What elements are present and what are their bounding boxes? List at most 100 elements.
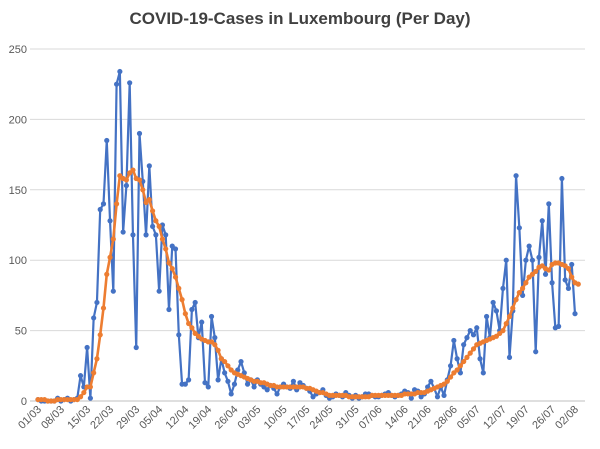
data-point — [169, 266, 175, 272]
data-point — [556, 323, 562, 329]
data-point — [202, 380, 208, 386]
data-point — [176, 332, 182, 338]
data-point — [97, 206, 103, 213]
data-point — [506, 313, 513, 320]
data-point — [533, 268, 539, 275]
data-point — [569, 274, 575, 280]
data-point — [110, 236, 116, 242]
data-point — [454, 356, 460, 362]
data-point — [467, 350, 473, 356]
data-point — [156, 288, 162, 294]
data-point — [189, 306, 195, 313]
data-point — [225, 378, 231, 384]
data-point — [176, 285, 182, 291]
data-point — [192, 299, 198, 306]
data-point — [503, 320, 509, 327]
data-point — [480, 370, 486, 376]
data-point — [150, 208, 156, 214]
data-point — [130, 232, 136, 238]
data-point — [123, 177, 130, 183]
data-point — [113, 81, 120, 87]
data-point — [120, 229, 126, 235]
data-point — [546, 267, 552, 273]
data-point — [539, 218, 545, 224]
data-point — [529, 257, 536, 263]
data-point — [87, 395, 93, 401]
data-point — [163, 246, 169, 252]
data-point — [172, 246, 179, 252]
data-point — [523, 280, 529, 286]
data-point — [565, 285, 572, 291]
data-point — [434, 394, 441, 400]
data-point — [238, 358, 244, 365]
data-point — [104, 137, 110, 144]
data-point — [199, 319, 205, 325]
x-tick-label: 26/07 — [530, 404, 558, 432]
data-point — [526, 243, 532, 249]
y-tick-label: 100 — [9, 255, 27, 267]
data-point — [205, 384, 211, 390]
y-tick-label: 200 — [9, 114, 27, 126]
x-tick-label: 19/07 — [504, 404, 532, 432]
data-point — [104, 271, 110, 277]
data-point — [506, 354, 513, 360]
data-point — [477, 356, 483, 362]
x-tick-label: 12/07 — [481, 404, 509, 432]
data-point — [470, 346, 477, 352]
data-point — [222, 370, 228, 376]
data-point — [572, 311, 578, 317]
data-point — [182, 311, 188, 317]
data-point — [251, 384, 257, 390]
x-tick-label: 10/05 — [262, 404, 290, 432]
chart-title: COVID-19-Cases in Luxembourg (Per Day) — [129, 9, 471, 28]
data-point — [428, 378, 434, 384]
data-point — [156, 223, 162, 230]
data-point — [490, 299, 496, 306]
data-point — [231, 381, 238, 387]
data-point — [447, 363, 454, 369]
data-point — [483, 313, 490, 320]
data-point — [94, 299, 100, 306]
data-point — [153, 218, 159, 224]
data-point — [94, 356, 100, 362]
data-point — [454, 367, 460, 373]
data-point — [513, 297, 519, 303]
data-point — [493, 308, 500, 314]
x-tick-label: 08/03 — [39, 404, 67, 432]
data-point — [91, 370, 97, 376]
data-point — [212, 342, 218, 348]
x-tick-label: 21/06 — [406, 404, 434, 432]
x-tick-label: 03/05 — [236, 404, 264, 432]
data-point — [172, 274, 179, 280]
data-point — [264, 387, 270, 393]
x-tick-label: 29/03 — [114, 404, 142, 432]
data-point — [523, 257, 529, 263]
data-point — [212, 335, 218, 341]
data-point — [244, 381, 251, 387]
x-tick-label: 31/05 — [334, 404, 362, 432]
y-tick-label: 250 — [9, 44, 27, 56]
data-point — [500, 285, 506, 291]
data-point — [153, 232, 159, 238]
data-point — [461, 342, 467, 348]
x-tick-label: 02/08 — [553, 404, 581, 432]
data-point — [447, 374, 454, 380]
data-point — [100, 305, 107, 311]
x-tick-label: 26/04 — [213, 404, 241, 432]
x-tick-label: 05/04 — [137, 404, 165, 432]
data-point — [546, 201, 552, 207]
data-point — [274, 391, 280, 397]
data-point — [163, 232, 169, 238]
x-tick-label: 28/06 — [432, 404, 460, 432]
data-point — [159, 236, 166, 242]
data-point — [143, 232, 149, 238]
data-point — [562, 277, 568, 283]
data-point — [290, 378, 297, 384]
data-point — [510, 305, 516, 311]
data-point — [133, 344, 139, 351]
data-point — [470, 332, 477, 338]
data-point — [179, 297, 185, 303]
data-point — [113, 201, 120, 207]
data-point — [549, 280, 555, 286]
